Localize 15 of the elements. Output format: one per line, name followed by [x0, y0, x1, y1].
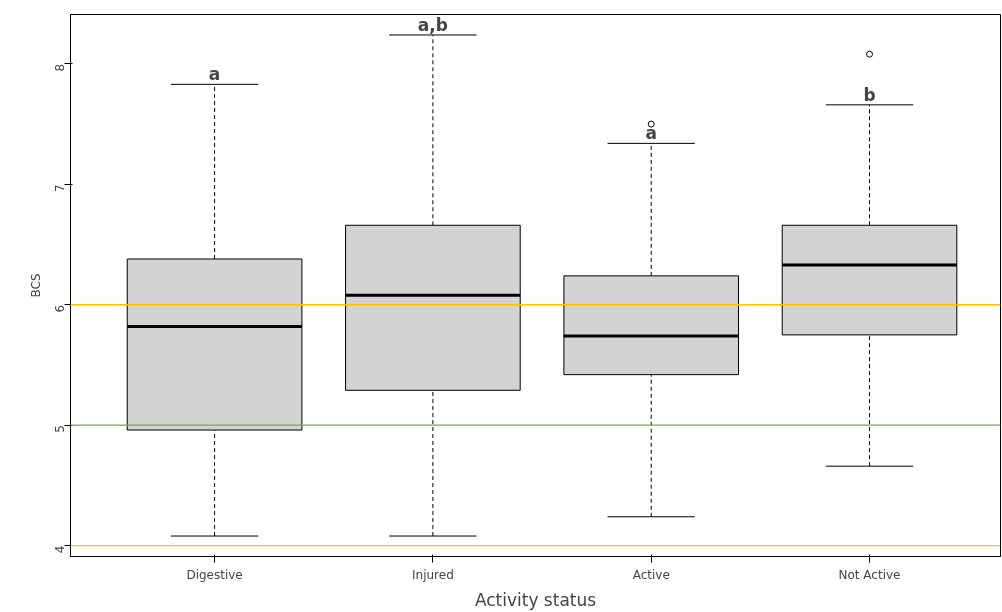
annotation: b — [863, 84, 876, 105]
y-tick-label: 5 — [53, 425, 67, 433]
annotation: a,b — [417, 14, 448, 35]
x-tick-label: Injured — [412, 567, 454, 582]
x-tick-label: Digestive — [186, 567, 243, 582]
y-axis-title: BCS — [28, 273, 43, 298]
x-tick-label: Active — [632, 567, 670, 582]
y-tick-label: 4 — [53, 545, 67, 554]
x-axis-title: Activity status — [474, 589, 597, 610]
y-tick-label: 7 — [53, 184, 67, 192]
annotation: a — [645, 123, 657, 144]
annotation: a — [208, 64, 221, 85]
y-tick-label: 8 — [53, 63, 67, 72]
x-tick-label: Not Active — [838, 567, 901, 582]
y-tick-label: 6 — [53, 304, 67, 313]
